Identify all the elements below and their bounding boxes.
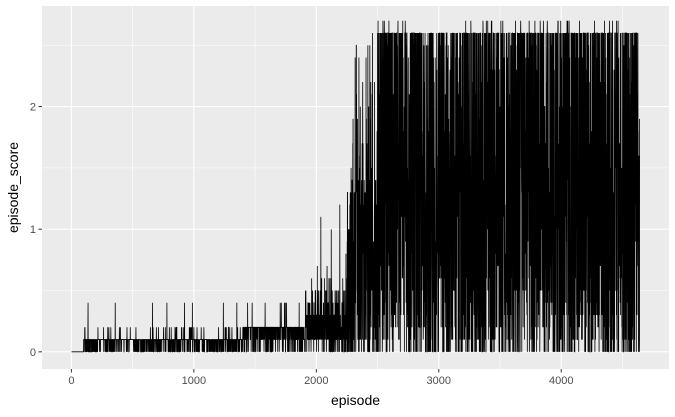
y-tick-label: 1 xyxy=(30,224,36,236)
x-tick-label: 0 xyxy=(68,375,74,387)
y-tick-label: 2 xyxy=(30,102,36,114)
y-tick-label: 0 xyxy=(30,347,36,359)
y-axis: 0 1 2 xyxy=(30,102,42,359)
series-line-path xyxy=(71,20,641,353)
y-axis-title: episode_score xyxy=(5,142,21,233)
x-tick-label: 1000 xyxy=(182,375,206,387)
x-tick-label: 2000 xyxy=(304,375,328,387)
series-line xyxy=(71,20,641,353)
x-tick-label: 4000 xyxy=(549,375,573,387)
x-axis-title: episode xyxy=(331,392,380,408)
x-axis: 0 1000 2000 3000 4000 xyxy=(68,369,573,387)
x-tick-label: 3000 xyxy=(427,375,451,387)
